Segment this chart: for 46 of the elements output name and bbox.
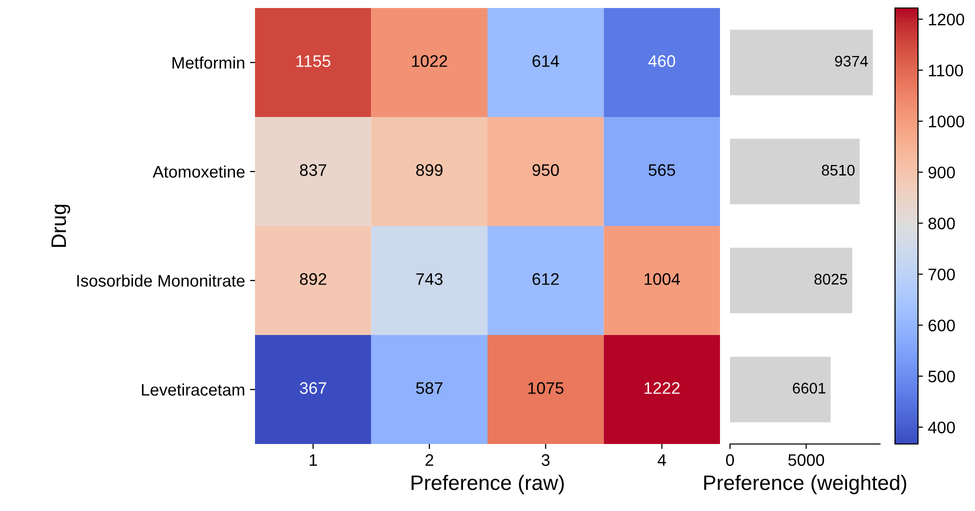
data-label: 460: [648, 55, 676, 67]
x-tick-label: 2: [426, 454, 434, 466]
color-bar-label: 700: [928, 268, 955, 280]
y-tick-label: Atomoxetine: [152, 165, 245, 178]
x-tick-label: 5000: [788, 454, 824, 466]
y-tick-label: Metformin: [172, 56, 244, 69]
data-label: 9374: [835, 56, 868, 67]
y-tick-label: Isosorbide Mononitrate: [77, 274, 245, 287]
data-label: 1222: [644, 382, 680, 394]
data-label: 6601: [792, 382, 826, 394]
bar: [730, 248, 852, 314]
data-label: 892: [300, 273, 326, 285]
data-label: 8510: [822, 164, 855, 176]
x-tick-label: 1: [310, 454, 317, 466]
bar: [730, 356, 831, 422]
data-label: 1075: [528, 382, 564, 394]
color-bar-label: 1000: [928, 116, 964, 128]
data-label: 1155: [296, 55, 330, 67]
data-label: 8025: [814, 274, 848, 285]
data-label: 367: [300, 382, 326, 394]
data-label: 950: [532, 164, 559, 176]
bar: [730, 30, 873, 96]
y-tick-label: Levetiracetam: [142, 383, 244, 396]
bar: [730, 138, 860, 204]
color-bar-label: 800: [928, 218, 955, 230]
x-tick-label: 3: [542, 454, 550, 466]
color-bar-label: 500: [928, 370, 955, 382]
x-axis-title: Preference (weighted): [704, 474, 906, 494]
data-label: 1022: [412, 55, 448, 67]
color-bar-label: 900: [928, 166, 955, 178]
x-tick-label: 4: [658, 454, 666, 466]
y-axis-title: Drug: [52, 204, 70, 247]
color-bar-label: 1100: [928, 64, 963, 76]
data-label: 743: [416, 273, 443, 285]
data-label: 899: [416, 164, 442, 176]
color-bar-label: 400: [928, 422, 955, 434]
data-label: 587: [416, 382, 442, 394]
data-label: 837: [300, 164, 326, 176]
data-label: 565: [648, 164, 676, 176]
data-label: 614: [532, 55, 560, 67]
x-axis-title: Preference (raw): [412, 474, 564, 494]
data-label: 612: [532, 273, 559, 285]
x-tick-label: 0: [726, 454, 734, 466]
color-bar-label: 1200: [928, 14, 964, 26]
color-bar-label: 600: [928, 320, 955, 332]
data-label: 1004: [644, 273, 680, 285]
